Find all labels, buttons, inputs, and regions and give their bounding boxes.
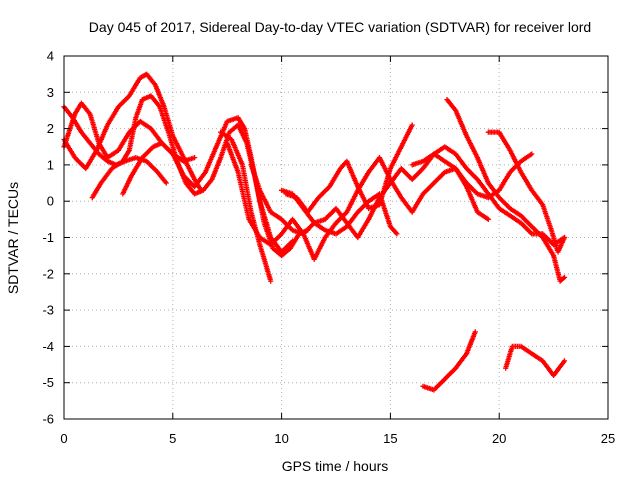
x-tick-label: 20 — [492, 431, 506, 446]
y-tick-label: -5 — [42, 375, 54, 390]
series-markers — [485, 129, 568, 255]
series-markers — [248, 162, 400, 237]
series-markers — [444, 97, 568, 284]
series-markers — [283, 122, 415, 215]
y-tick-label: 0 — [47, 194, 54, 209]
y-tick-label: 3 — [47, 85, 54, 100]
y-tick-label: -3 — [42, 303, 54, 318]
series-markers — [503, 343, 568, 378]
y-tick-label: -1 — [42, 230, 54, 245]
series-track-13 — [485, 129, 568, 255]
series-track-10 — [283, 122, 415, 215]
y-tick-label: -6 — [42, 412, 54, 427]
series-markers — [420, 329, 478, 393]
series-track-15 — [503, 343, 568, 378]
y-tick-label: 1 — [47, 157, 54, 172]
series-track-14 — [420, 329, 478, 393]
series-track-12 — [444, 97, 568, 284]
x-axis-label: GPS time / hours — [282, 458, 389, 474]
y-axis-label: SDTVAR / TECUs — [5, 182, 21, 294]
y-tick-label: 4 — [47, 49, 54, 64]
series-track-9 — [248, 162, 400, 237]
x-tick-label: 25 — [601, 431, 615, 446]
x-tick-label: 10 — [274, 431, 288, 446]
data-points — [61, 71, 568, 393]
chart-title: Day 045 of 2017, Sidereal Day-to-day VTE… — [89, 19, 591, 35]
y-tick-label: 2 — [47, 121, 54, 136]
x-tick-label: 5 — [169, 431, 176, 446]
x-tick-label: 15 — [383, 431, 397, 446]
y-tick-label: -2 — [42, 266, 54, 281]
axis-ticks: 0 5 10 15 20 25 -6 -5 -4 -3 -2 -1 0 1 2 3 4 — [42, 49, 615, 447]
y-tick-label: -4 — [42, 339, 54, 354]
grid-lines — [64, 56, 608, 419]
x-tick-label: 0 — [60, 431, 67, 446]
